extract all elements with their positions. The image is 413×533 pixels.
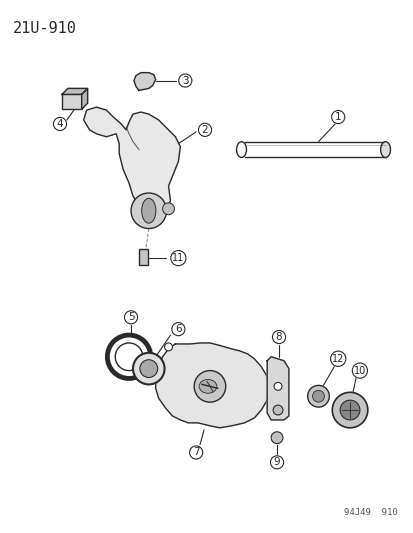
Text: 5: 5 — [128, 312, 134, 322]
Ellipse shape — [236, 142, 246, 157]
Circle shape — [332, 392, 367, 428]
Polygon shape — [81, 88, 88, 109]
Circle shape — [133, 353, 164, 384]
Text: 12: 12 — [331, 354, 344, 364]
Ellipse shape — [199, 379, 216, 393]
Polygon shape — [62, 88, 88, 94]
Text: 8: 8 — [275, 332, 282, 342]
Polygon shape — [134, 72, 155, 91]
Circle shape — [162, 203, 174, 215]
Circle shape — [164, 343, 172, 351]
Ellipse shape — [141, 198, 156, 223]
Text: 6: 6 — [175, 324, 181, 334]
Circle shape — [273, 382, 281, 390]
Text: 21U-910: 21U-910 — [13, 21, 76, 36]
Text: 3: 3 — [182, 76, 188, 85]
Circle shape — [339, 400, 359, 420]
Text: 10: 10 — [353, 366, 365, 376]
Circle shape — [271, 432, 282, 443]
Ellipse shape — [380, 142, 389, 157]
Text: 94J49  910: 94J49 910 — [343, 507, 396, 516]
Polygon shape — [155, 343, 268, 428]
FancyBboxPatch shape — [139, 249, 148, 265]
Text: 2: 2 — [201, 125, 208, 135]
Text: 11: 11 — [172, 253, 184, 263]
FancyBboxPatch shape — [62, 94, 81, 109]
Text: 7: 7 — [192, 448, 199, 457]
Circle shape — [307, 385, 328, 407]
Text: 4: 4 — [57, 119, 63, 129]
Circle shape — [140, 360, 157, 377]
Circle shape — [131, 193, 166, 229]
Text: 9: 9 — [273, 457, 280, 467]
Circle shape — [273, 405, 282, 415]
Polygon shape — [266, 357, 288, 420]
Polygon shape — [83, 107, 180, 223]
Text: 1: 1 — [334, 112, 341, 122]
Circle shape — [312, 390, 324, 402]
Circle shape — [194, 370, 225, 402]
